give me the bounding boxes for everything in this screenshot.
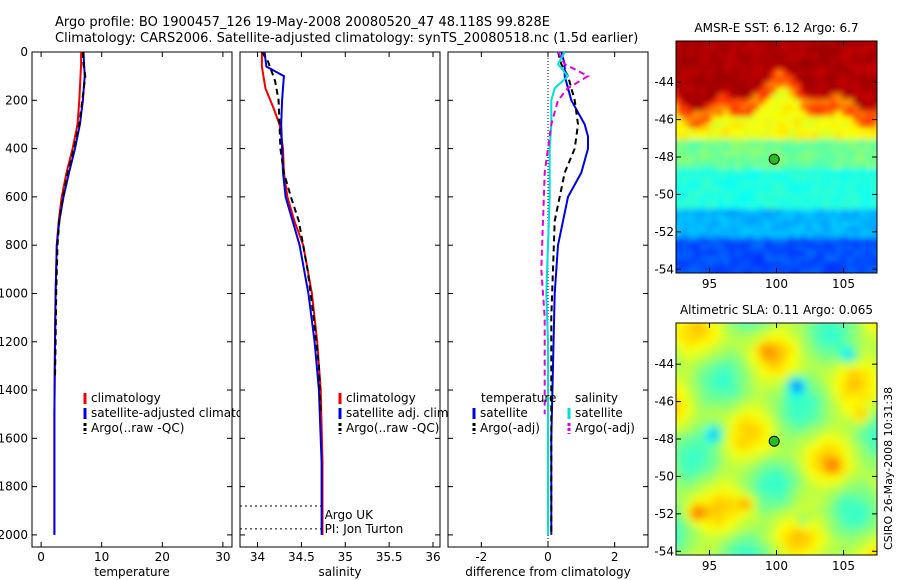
- sla_map-xtick-label: 95: [702, 559, 717, 573]
- sst_map-field: [676, 41, 877, 273]
- salinity-annotation-label: PI: Jon Turton: [325, 522, 404, 536]
- salinity-axes-box: [239, 51, 441, 548]
- temperature-ytick-label: 400: [5, 142, 28, 156]
- panel-salinity: 34 34.5 35 35.5 36 salinity climatologysatelli…: [239, 51, 452, 579]
- sla_map-argo-marker: [768, 435, 780, 447]
- sst_map-xtick-label: 95: [702, 277, 717, 291]
- temperature-series-argo-raw-qc-: [54, 51, 87, 379]
- figure-title-line1: Argo profile: BO 1900457_126 19-May-2008…: [55, 15, 550, 30]
- temperature-ytick-label: 200: [5, 93, 28, 107]
- temperature-ytick-label: 0: [20, 45, 28, 59]
- difference-series-temperature-argo-adj-: [550, 51, 580, 535]
- sla_map-ytick-label: -50: [654, 469, 674, 483]
- panel-sla_map: Altimetric SLA: 0.11 Argo: 0.065 95 100 105…: [654, 303, 878, 573]
- sst_map-argo-marker: [768, 153, 780, 165]
- temperature-ytick-label: 800: [5, 238, 28, 252]
- difference-series-salinity-argo-adj-: [540, 51, 591, 415]
- temperature-xtick-label: 0: [37, 550, 45, 564]
- sla_map-xtick-label: 100: [765, 559, 788, 573]
- temperature-legend-label: Argo(..raw -QC): [91, 421, 184, 435]
- sla_map-ytick-label: -44: [654, 357, 674, 371]
- temperature-legend-label: climatology: [91, 391, 161, 405]
- sst_map-ytick-label: -52: [654, 225, 674, 239]
- difference-legend-title: temperature: [481, 391, 556, 405]
- salinity-xtick-label: 34.5: [288, 550, 315, 564]
- difference-series-salinity-satellite: [545, 51, 570, 535]
- salinity-xtick-label: 34: [250, 550, 265, 564]
- temperature-ytick-label: 1000: [0, 286, 28, 300]
- csiro-timestamp: CSIRO 26-May-2008 10:31:38: [882, 387, 895, 550]
- panel-sst_map: AMSR-E SST: 6.12 Argo: 6.7 95 100 105 -44 -46…: [654, 21, 878, 291]
- temperature-xlabel: temperature: [94, 565, 169, 579]
- sla_map-ytick-label: -48: [654, 432, 674, 446]
- temperature-ytick-label: 1400: [0, 383, 28, 397]
- sla_map-ytick-label: -52: [654, 507, 674, 521]
- temperature-legend-label: satellite-adjusted climatolog: [91, 406, 261, 420]
- difference-legend-label: Argo(-adj): [575, 421, 635, 435]
- salinity-series-satellite-adj-clim-: [263, 51, 323, 535]
- difference-legend-label: Argo(-adj): [480, 421, 540, 435]
- salinity-xtick-label: 36: [425, 550, 440, 564]
- temperature-ytick-label: 1800: [0, 480, 28, 494]
- salinity-xtick-label: 35.5: [376, 550, 403, 564]
- salinity-legend-label: Argo(..raw -QC): [346, 421, 439, 435]
- salinity-annotation-label: Argo UK: [325, 508, 374, 522]
- temperature-xtick-label: 20: [155, 550, 170, 564]
- temperature-ytick-label: 600: [5, 190, 28, 204]
- figure-title-line2: Climatology: CARS2006. Satellite-adjuste…: [55, 31, 638, 46]
- profile-panels: 0 10 20 30020040060080010001200140016001800…: [0, 45, 649, 579]
- temperature-xtick-label: 10: [94, 550, 109, 564]
- difference-xtick-label: 2: [611, 550, 619, 564]
- sla_map-ytick-label: -54: [654, 544, 674, 558]
- difference-xtick-label: -2: [475, 550, 487, 564]
- temperature-xtick-label: 30: [215, 550, 230, 564]
- panel-temperature: 0 10 20 30 0 200 400 600 800 1000 1200 1400 1600 1800…: [0, 45, 261, 579]
- salinity-xtick-label: 35: [338, 550, 353, 564]
- salinity-xlabel: salinity: [318, 565, 361, 579]
- sla_map-ytick-label: -46: [654, 395, 674, 409]
- temperature-ytick-label: 1200: [0, 335, 28, 349]
- salinity-series-climatology: [260, 52, 324, 535]
- temperature-ytick-label: 2000: [0, 528, 28, 542]
- sla_map-field-cells: [676, 323, 877, 555]
- difference-xtick-label: 0: [544, 550, 552, 564]
- difference-legend-title: salinity: [575, 391, 618, 405]
- difference-series-temperature-satellite: [550, 51, 589, 535]
- difference-xlabel: difference from climatology: [465, 565, 631, 579]
- sla_map-field: [676, 323, 877, 555]
- salinity-legend-label: climatology: [346, 391, 416, 405]
- salinity-legend-label: satellite adj. clim.: [346, 406, 452, 420]
- temperature-ytick-label: 1600: [0, 431, 28, 445]
- sst_map-ytick-label: -50: [654, 187, 674, 201]
- sst_map-ytick-label: -48: [654, 150, 674, 164]
- sst_map-xtick-label: 100: [765, 277, 788, 291]
- sla_map-title: Altimetric SLA: 0.11 Argo: 0.065: [680, 303, 873, 317]
- map-panels: AMSR-E SST: 6.12 Argo: 6.7 95 100 105 -44 -46…: [654, 21, 878, 573]
- difference-legend-label: satellite: [575, 406, 623, 420]
- sst_map-ytick-label: -54: [654, 262, 674, 276]
- sst_map-field-cells: [676, 41, 877, 273]
- sst_map-ytick-label: -46: [654, 113, 674, 127]
- salinity-series-argo-raw-qc-: [261, 51, 322, 415]
- sla_map-xtick-label: 105: [832, 559, 855, 573]
- sst_map-xtick-label: 105: [832, 277, 855, 291]
- difference-legend-label: satellite: [480, 406, 528, 420]
- temperature-axes-box: [31, 51, 233, 548]
- sst_map-title: AMSR-E SST: 6.12 Argo: 6.7: [694, 21, 858, 35]
- sst_map-ytick-label: -44: [654, 75, 674, 89]
